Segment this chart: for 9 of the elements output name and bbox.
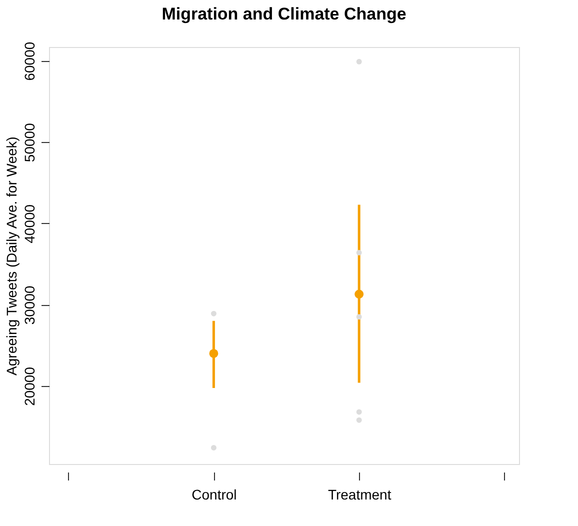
y-tick-label: 60000 bbox=[22, 42, 38, 81]
x-tick-label: Control bbox=[192, 486, 237, 502]
y-tick-label: 20000 bbox=[22, 366, 38, 406]
x-tick-label: Treatment bbox=[328, 486, 392, 502]
y-axis-title: Agreeing Tweets (Daily Ave. for Week) bbox=[4, 136, 20, 376]
chart-title: Migration and Climate Change bbox=[162, 4, 406, 24]
y-tick-label: 50000 bbox=[22, 122, 38, 162]
y-tick-label: 30000 bbox=[22, 286, 38, 325]
y-tick-label: 40000 bbox=[22, 204, 38, 244]
